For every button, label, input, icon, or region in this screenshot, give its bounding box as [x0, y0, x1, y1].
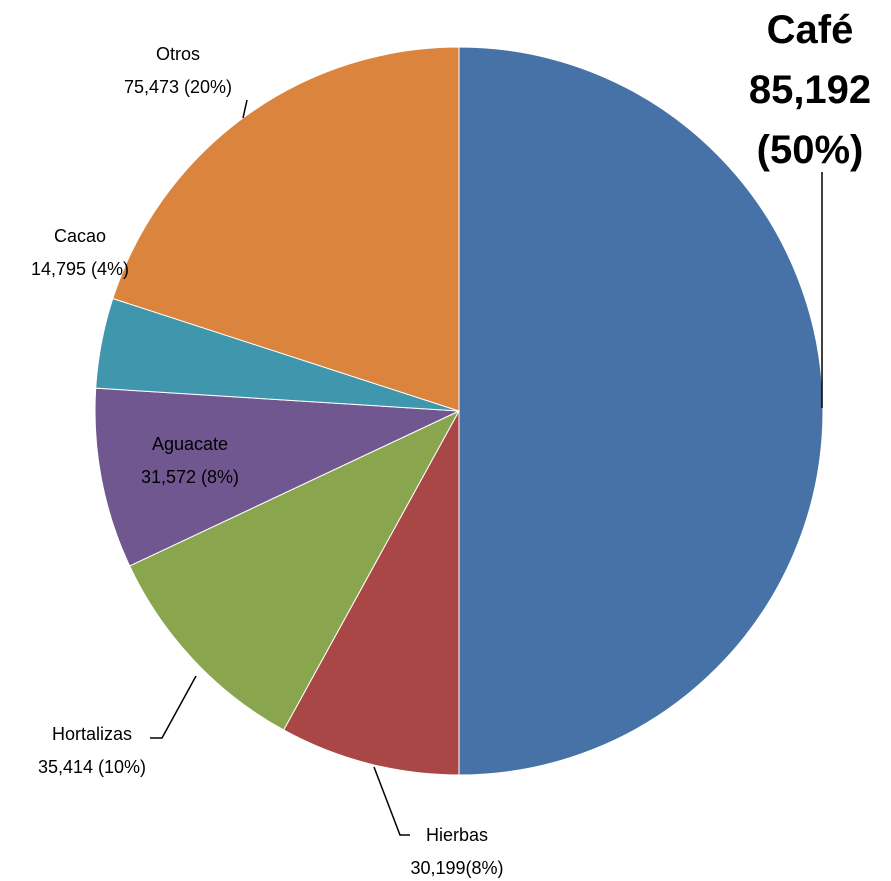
pie-slice	[112, 46, 460, 412]
leader-line	[373, 766, 410, 836]
pie-slice	[94, 387, 460, 567]
value-label: 31,572 (8%)	[140, 467, 240, 487]
category-label: Café	[766, 8, 854, 52]
pie-slice	[458, 46, 824, 776]
category-label: Cacao	[53, 226, 107, 246]
value-label: 14,795 (4%)	[30, 259, 130, 279]
category-label: Hortalizas	[51, 724, 133, 744]
value-label: 75,473 (20%)	[123, 77, 233, 97]
value-label: 85,192 (50%)	[748, 68, 872, 172]
category-label: Hierbas	[425, 825, 489, 845]
data-label: Hortalizas 35,414 (10%)	[0, 718, 192, 784]
leader-line	[242, 99, 248, 119]
data-label: Otros 75,473 (20%)	[78, 38, 278, 104]
data-label: Café 85,192 (50%)	[735, 0, 885, 180]
category-label: Aguacate	[151, 434, 229, 454]
slices	[94, 46, 824, 776]
pie-slice	[282, 410, 460, 776]
value-label: 30,199(8%)	[410, 858, 504, 878]
category-label: Otros	[155, 44, 200, 64]
data-label: Aguacate 31,572 (8%)	[90, 428, 290, 494]
data-label: Hierbas 30,199(8%)	[357, 819, 557, 881]
leader-line	[150, 675, 197, 739]
data-label: Cacao 14,795 (4%)	[0, 220, 180, 286]
leader-lines	[150, 99, 823, 836]
pie-slice	[128, 409, 461, 731]
value-label: 35,414 (10%)	[37, 757, 147, 777]
